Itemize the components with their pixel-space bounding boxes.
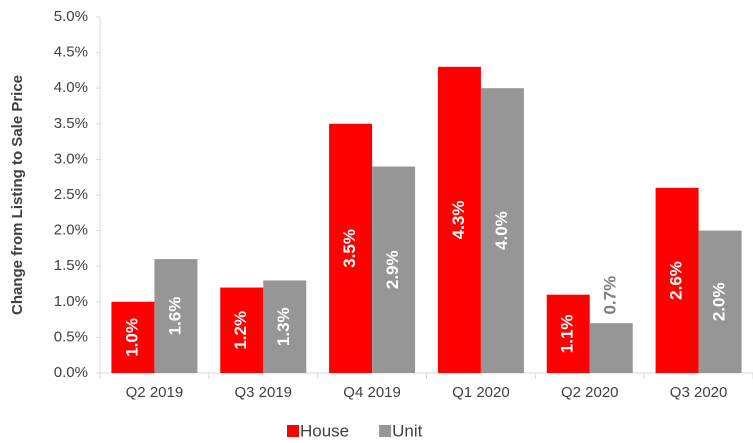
y-tick-label: 4.5% <box>54 44 88 61</box>
y-tick-label: 0.0% <box>54 364 88 381</box>
x-tick-label: Q3 2020 <box>670 384 728 401</box>
value-label: 1.0% <box>122 318 141 357</box>
x-tick-label: Q2 2020 <box>561 384 619 401</box>
value-label: 1.1% <box>558 314 577 353</box>
bar <box>154 259 198 373</box>
value-label: 3.5% <box>340 229 359 268</box>
y-tick-label: 1.0% <box>54 293 88 310</box>
value-label: 4.0% <box>492 211 511 250</box>
y-tick-label: 3.0% <box>54 150 88 167</box>
bar <box>111 301 155 373</box>
bar <box>480 88 524 373</box>
x-tick-label: Q3 2019 <box>234 384 292 401</box>
y-tick-label: 0.5% <box>54 328 88 345</box>
value-label: 1.6% <box>165 297 184 336</box>
value-label: 2.6% <box>667 261 686 300</box>
value-label: 2.0% <box>710 282 729 321</box>
y-tick-label: 4.0% <box>54 79 88 96</box>
y-tick-label: 5.0% <box>54 8 88 25</box>
bar <box>437 66 481 373</box>
bar <box>655 187 699 373</box>
x-tick-label: Q4 2019 <box>343 384 401 401</box>
y-tick-label: 1.5% <box>54 257 88 274</box>
x-tick-label: Q2 2019 <box>126 384 184 401</box>
legend-swatch <box>287 425 299 437</box>
bar <box>329 123 373 373</box>
value-label: 1.3% <box>274 307 293 346</box>
y-tick-label: 2.0% <box>54 222 88 239</box>
y-tick-label: 3.5% <box>54 115 88 132</box>
legend-swatch <box>379 425 392 437</box>
y-axis-label: Change from Listing to Sale Price <box>9 75 26 315</box>
value-label: 2.9% <box>383 250 402 289</box>
value-label: 0.7% <box>601 276 620 315</box>
bar <box>372 166 416 373</box>
bar <box>589 323 633 373</box>
x-tick-label: Q1 2020 <box>452 384 510 401</box>
value-label: 1.2% <box>231 311 250 350</box>
legend-label: Unit <box>392 421 423 440</box>
bar <box>698 230 742 373</box>
bar <box>220 287 264 373</box>
value-label: 4.3% <box>449 201 468 240</box>
bar <box>546 294 590 373</box>
bar <box>263 280 307 373</box>
y-tick-label: 2.5% <box>54 186 88 203</box>
legend-label: House <box>300 421 349 440</box>
